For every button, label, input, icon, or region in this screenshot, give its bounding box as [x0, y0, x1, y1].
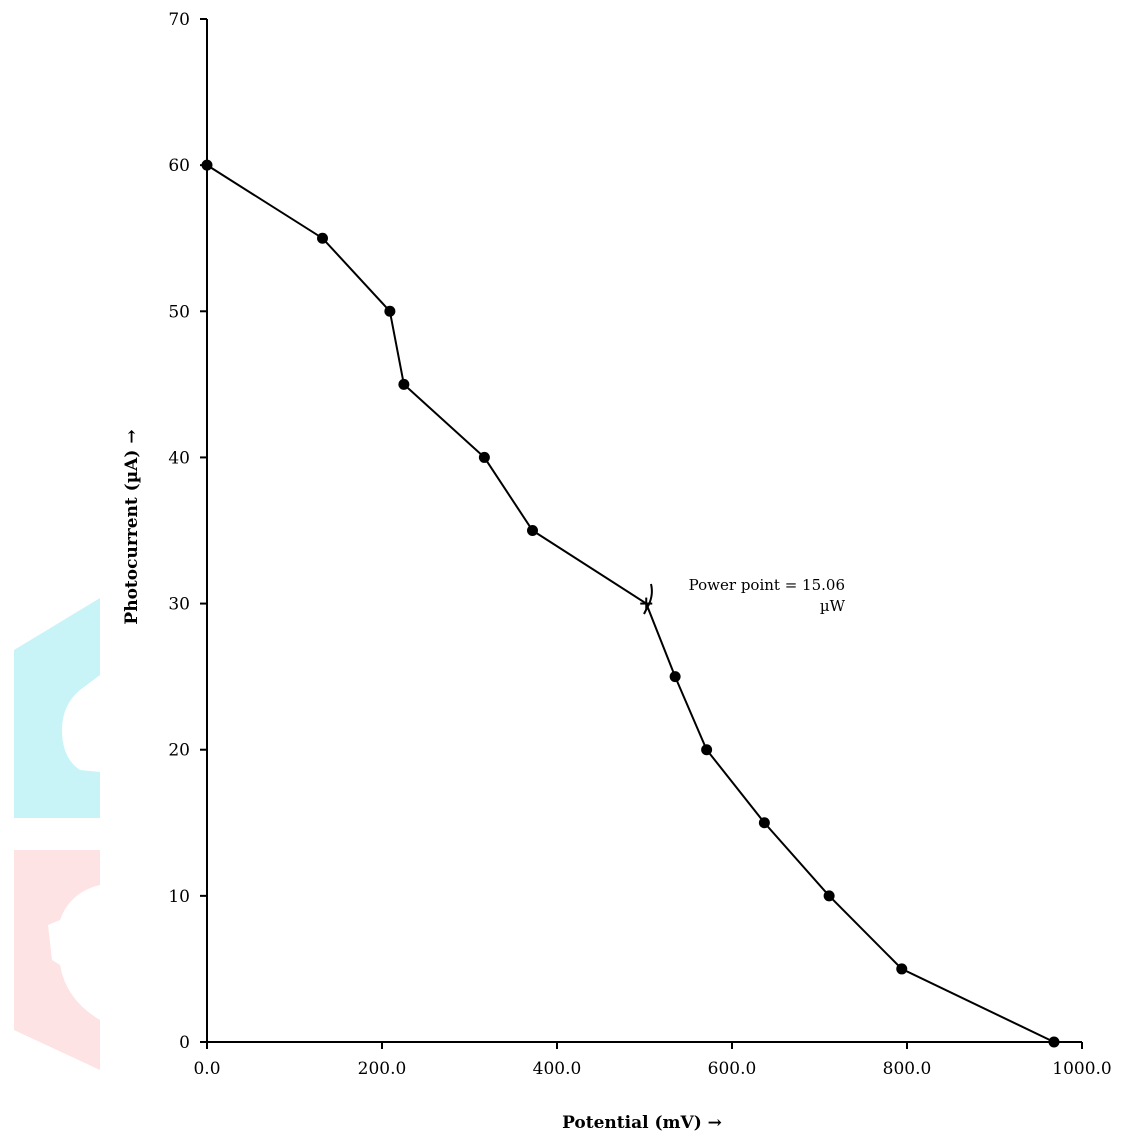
data-point: [701, 744, 713, 756]
y-tick-label: 10: [168, 887, 190, 907]
data-point: [398, 378, 410, 390]
y-tick-label: 0: [179, 1033, 190, 1053]
watermark-pink-shape: [14, 850, 100, 1070]
axes: 0.0 200.0 400.0 600.0 800.0 1000.0 0 10 20 30 40 50…: [168, 10, 1111, 1079]
data-point: [317, 232, 328, 244]
data-point: [758, 817, 770, 829]
data-point: [201, 159, 213, 171]
x-tick-label: 800.0: [883, 1059, 932, 1079]
series-line: [206, 164, 1055, 1043]
y-tick-label: 50: [168, 302, 190, 322]
watermark-logo: [14, 598, 100, 1070]
y-tick-label: 70: [168, 10, 190, 30]
power-point-annotation-line2: µW: [820, 597, 846, 615]
x-tick-label: 600.0: [708, 1059, 757, 1079]
y-tick-label: 60: [168, 156, 190, 176]
data-point: [669, 671, 681, 683]
plot-area: [201, 159, 1060, 1048]
annotation-leader-line: [643, 583, 653, 615]
y-tick-label: 20: [168, 741, 190, 761]
y-axis-title: Photocurrent (µA) →: [122, 429, 142, 624]
data-point: [478, 451, 490, 463]
data-point: [823, 890, 835, 902]
x-tick-label: 0.0: [193, 1059, 220, 1079]
x-tick-label: 400.0: [533, 1059, 582, 1079]
watermark-cyan-shape: [14, 598, 100, 818]
data-point: [896, 963, 908, 975]
data-point: [384, 305, 396, 317]
x-tick-label: 1000.0: [1052, 1059, 1111, 1079]
data-point: [527, 525, 538, 536]
x-axis-title: Potential (mV) →: [562, 1113, 722, 1133]
data-point: [1048, 1036, 1060, 1048]
power-point-annotation-line1: Power point = 15.06: [689, 576, 845, 594]
y-tick-label: 40: [168, 448, 190, 468]
y-tick-label: 30: [168, 595, 190, 615]
x-tick-label: 200.0: [358, 1059, 407, 1079]
